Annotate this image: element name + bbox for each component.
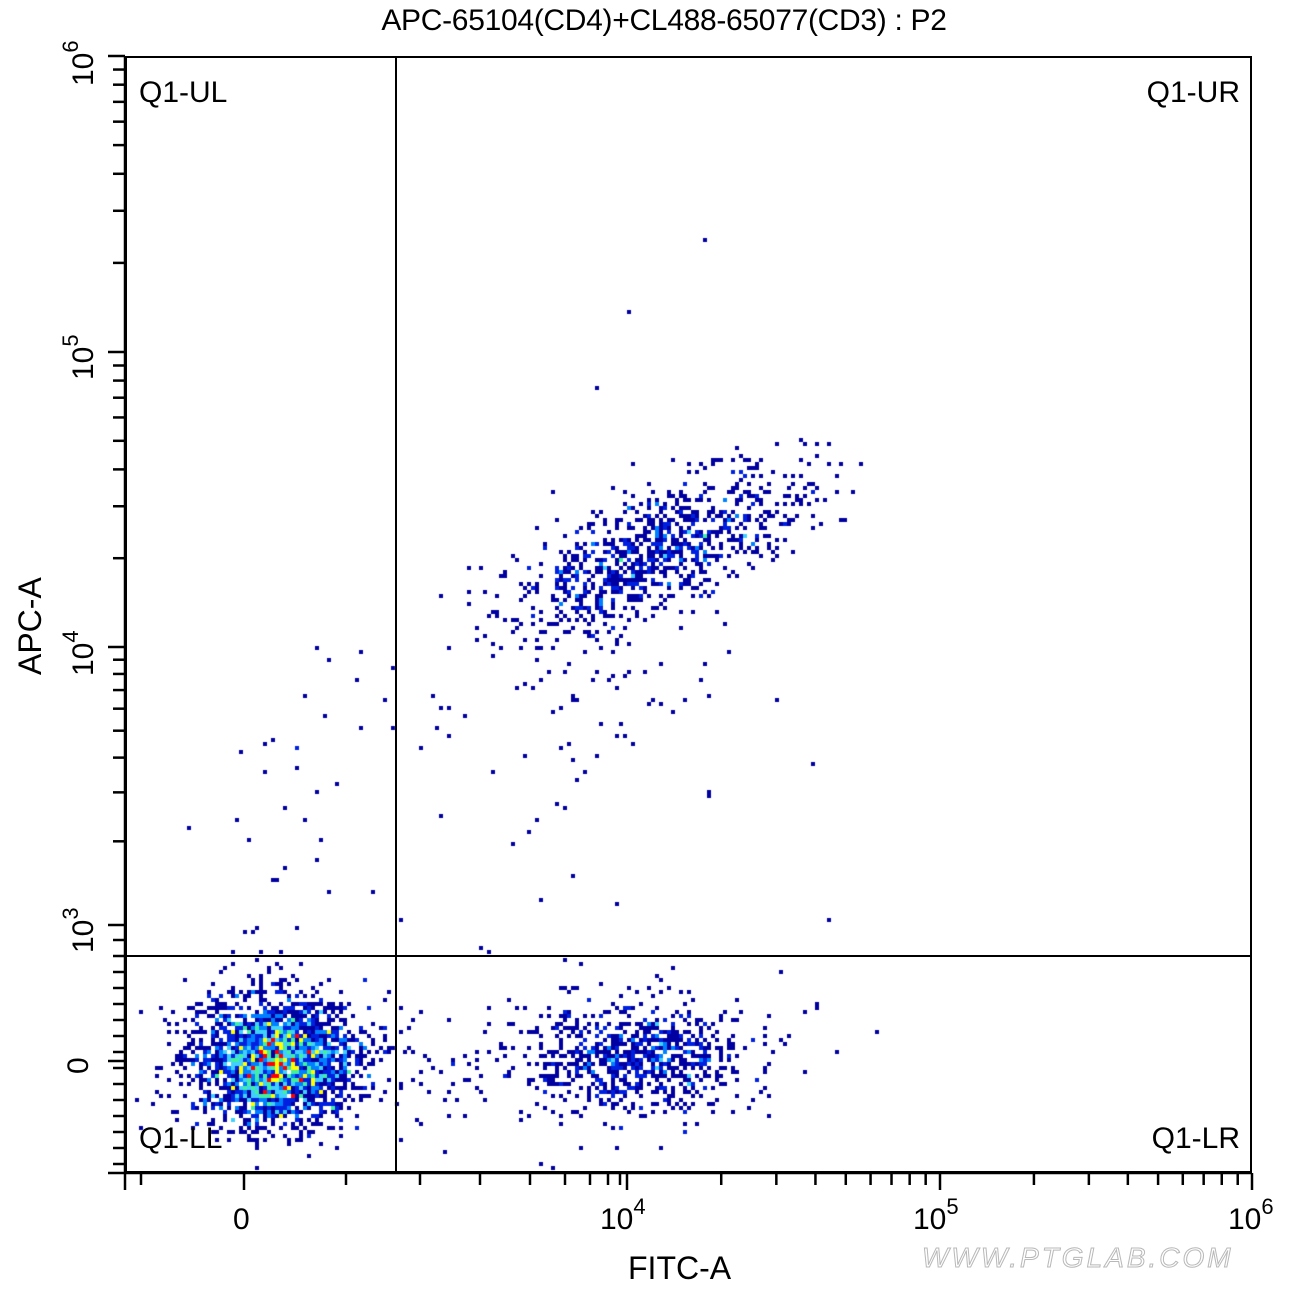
quadrant-gate-horizontal[interactable] [127,955,1250,957]
quadrant-label-ul: Q1-UL [139,76,228,109]
y-tick-1e4: 104 [58,630,100,676]
quadrant-label-ll: Q1-LL [139,1122,223,1155]
y-tick-1e6: 106 [58,40,100,86]
x-axis-ticks [123,1173,1254,1190]
x-tick-1e5: 105 [913,1194,959,1236]
x-tick-1e6: 106 [1228,1194,1274,1236]
y-tick-0: 0 [62,1057,95,1074]
plot-area: Q1-UL Q1-UR Q1-LL Q1-LR [125,56,1252,1173]
watermark: WWW.PTGLAB.COM [922,1242,1234,1274]
quadrant-gate-vertical[interactable] [395,58,397,1171]
quadrant-label-lr: Q1-LR [1151,1122,1240,1155]
x-tick-0: 0 [233,1203,250,1236]
y-tick-1e5: 105 [58,334,100,380]
x-axis-label: FITC-A [628,1250,732,1286]
chart-title: APC-65104(CD4)+CL488-65077(CD3) : P2 [381,4,947,37]
scatter-points [127,58,1250,1171]
x-tick-1e4: 104 [600,1194,646,1236]
y-axis-label: APC-A [12,577,48,675]
y-tick-1e3: 103 [58,907,100,953]
quadrant-label-ur: Q1-UR [1146,76,1240,109]
y-axis-ticks [108,54,125,1166]
